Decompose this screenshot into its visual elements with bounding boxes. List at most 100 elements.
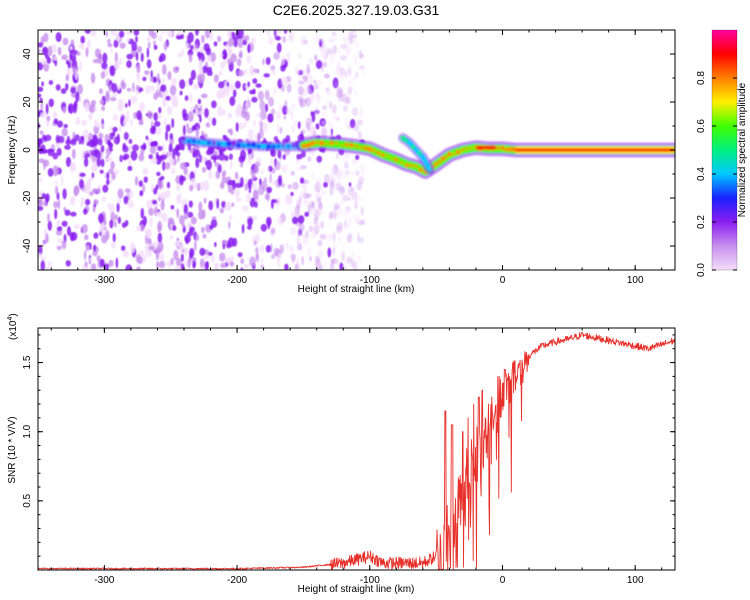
noise-speckle bbox=[354, 33, 358, 39]
noise-speckle bbox=[318, 201, 323, 210]
noise-speckle bbox=[291, 216, 299, 225]
y-tick-label: 40 bbox=[22, 48, 33, 60]
spectrogram-x-ticks: -300 -200 -100 0 100 bbox=[50, 30, 663, 286]
noise-speckle bbox=[187, 211, 194, 218]
noise-speckle bbox=[190, 178, 196, 183]
noise-speckle bbox=[113, 39, 119, 48]
noise-speckle bbox=[300, 35, 307, 46]
noise-speckle bbox=[228, 153, 233, 161]
noise-speckle bbox=[165, 130, 169, 141]
track-core bbox=[277, 145, 280, 148]
track-core bbox=[437, 160, 442, 164]
noise-speckle bbox=[157, 241, 164, 253]
noise-speckle bbox=[276, 30, 282, 36]
noise-speckle bbox=[321, 120, 326, 126]
noise-speckle bbox=[347, 124, 352, 130]
noise-speckle bbox=[64, 209, 71, 216]
noise-speckle bbox=[336, 152, 340, 160]
noise-speckle bbox=[345, 96, 351, 105]
noise-speckle bbox=[214, 242, 217, 247]
noise-speckle bbox=[160, 84, 167, 92]
snr-frame bbox=[37, 327, 676, 571]
noise-speckle bbox=[276, 257, 281, 268]
noise-speckle bbox=[130, 150, 138, 161]
noise-speckle bbox=[108, 147, 113, 152]
noise-speckle bbox=[51, 43, 57, 54]
noise-speckle bbox=[302, 199, 310, 207]
noise-speckle bbox=[149, 145, 157, 155]
noise-speckle bbox=[297, 231, 303, 237]
noise-speckle bbox=[340, 44, 347, 49]
noise-speckle bbox=[297, 121, 301, 129]
noise-speckle bbox=[339, 55, 347, 61]
noise-speckle bbox=[250, 37, 256, 44]
noise-speckle bbox=[146, 59, 152, 69]
noise-speckle bbox=[87, 39, 91, 50]
noise-speckle bbox=[323, 126, 328, 135]
noise-speckle bbox=[192, 83, 200, 90]
noise-speckle bbox=[140, 207, 145, 219]
noise-speckle bbox=[357, 130, 362, 139]
noise-speckle bbox=[222, 108, 226, 117]
noise-speckle bbox=[169, 235, 174, 240]
x-tick-label: 100 bbox=[627, 575, 644, 586]
noise-speckle bbox=[200, 93, 208, 99]
noise-speckle bbox=[135, 254, 142, 263]
noise-speckle bbox=[292, 258, 295, 263]
noise-speckle bbox=[182, 113, 189, 121]
noise-speckle bbox=[123, 132, 129, 140]
noise-speckle bbox=[171, 118, 175, 128]
noise-speckle bbox=[213, 155, 220, 160]
noise-speckle bbox=[268, 96, 275, 107]
noise-speckle bbox=[244, 101, 249, 112]
noise-speckle bbox=[66, 67, 72, 76]
track-core bbox=[301, 143, 306, 149]
noise-speckle bbox=[176, 183, 181, 191]
noise-speckle bbox=[173, 95, 178, 106]
noise-speckle bbox=[188, 77, 193, 86]
noise-speckle bbox=[203, 197, 207, 204]
noise-speckle bbox=[224, 155, 229, 162]
noise-speckle bbox=[75, 116, 81, 126]
noise-speckle bbox=[133, 30, 140, 36]
noise-speckle bbox=[218, 81, 225, 89]
noise-speckle bbox=[240, 258, 244, 265]
noise-speckle bbox=[117, 198, 122, 204]
noise-speckle bbox=[38, 138, 44, 145]
noise-speckle bbox=[317, 239, 323, 247]
noise-speckle bbox=[270, 108, 276, 116]
noise-speckle bbox=[294, 67, 301, 75]
noise-speckle bbox=[296, 236, 300, 245]
track-core bbox=[291, 143, 296, 148]
noise-speckle bbox=[315, 123, 320, 130]
noise-speckle bbox=[247, 217, 253, 227]
noise-speckle bbox=[175, 144, 179, 154]
noise-speckle bbox=[229, 96, 236, 107]
noise-speckle bbox=[271, 199, 277, 203]
noise-speckle bbox=[256, 113, 261, 118]
noise-speckle bbox=[348, 86, 354, 93]
noise-speckle bbox=[99, 123, 104, 129]
track-core bbox=[400, 161, 403, 165]
noise-speckle bbox=[157, 145, 163, 152]
noise-speckle bbox=[244, 111, 250, 122]
noise-speckle bbox=[243, 121, 247, 128]
noise-speckle bbox=[313, 217, 319, 225]
noise-speckle bbox=[38, 86, 44, 92]
track-core bbox=[418, 167, 424, 173]
noise-speckle bbox=[136, 225, 141, 232]
y-tick-label: -20 bbox=[22, 190, 33, 205]
noise-speckle bbox=[40, 260, 46, 270]
noise-speckle bbox=[169, 85, 177, 96]
noise-speckle bbox=[240, 267, 244, 270]
y-tick-label: -40 bbox=[22, 238, 33, 253]
snr-plot-area bbox=[38, 332, 675, 570]
noise-speckle bbox=[204, 108, 209, 118]
noise-speckle bbox=[110, 96, 117, 102]
noise-speckle bbox=[285, 242, 289, 251]
noise-speckle bbox=[297, 96, 304, 103]
noise-speckle bbox=[130, 95, 138, 104]
noise-speckle bbox=[333, 206, 336, 212]
track-core bbox=[452, 152, 456, 156]
noise-speckle bbox=[203, 254, 210, 260]
